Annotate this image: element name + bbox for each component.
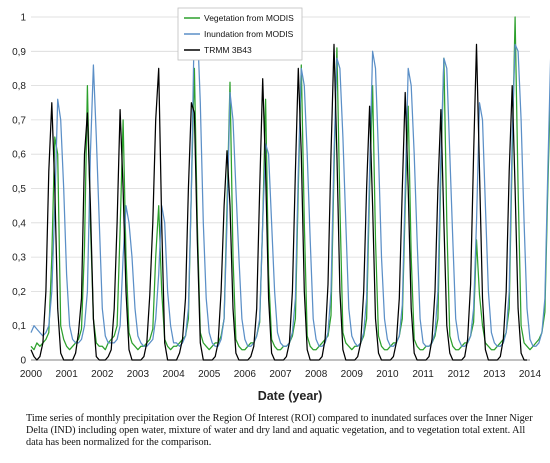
- x-tick-label: 2007: [269, 369, 292, 380]
- x-axis-title: Date (year): [258, 389, 323, 403]
- series-line-vegetation: [30, 16, 550, 351]
- x-tick-label: 2011: [412, 369, 434, 380]
- y-tick-label: 0,3: [12, 253, 26, 264]
- line-chart: 0 0,1 0,2 0,3 0,4 0,5 0,6 0,7 0,8 0,9 1 2000 2001 200…: [12, 7, 550, 403]
- legend: Vegetation from MODIS Inundation from MO…: [177, 7, 303, 61]
- gridlines: [31, 16, 530, 327]
- x-tick-label: 2013: [483, 369, 506, 380]
- x-tick-label: 2004: [162, 369, 185, 380]
- y-tick-label: 0: [20, 356, 26, 367]
- y-tick-label: 0,8: [12, 81, 26, 92]
- legend-label-trmm: TRMM 3B43: [204, 45, 252, 55]
- x-tick-label: 2014: [519, 369, 542, 380]
- x-tick-label: 2005: [198, 369, 221, 380]
- tick-labels: 0 0,1 0,2 0,3 0,4 0,5 0,6 0,7 0,8 0,9 1 2000 2001 200…: [12, 13, 541, 381]
- x-tick-label: 2002: [91, 369, 114, 380]
- x-tick-label: 2006: [234, 369, 257, 380]
- y-tick-label: 0,1: [12, 321, 26, 332]
- x-tick-label: 2008: [305, 369, 328, 380]
- series-line-inundation: [30, 16, 550, 347]
- x-tick-label: 2010: [376, 369, 399, 380]
- y-tick-label: 0,2: [12, 287, 26, 298]
- figure-caption: Time series of monthly precipitation ove…: [26, 413, 533, 448]
- y-tick-label: 0,4: [12, 218, 26, 229]
- x-tick-label: 2012: [448, 369, 471, 380]
- y-tick-label: 0,6: [12, 150, 26, 161]
- y-tick-label: 0,5: [12, 184, 26, 195]
- x-tick-label: 2000: [20, 369, 43, 380]
- y-tick-label: 0,9: [12, 47, 26, 58]
- y-tick-label: 0,7: [12, 115, 26, 126]
- x-tick-label: 2003: [127, 369, 150, 380]
- x-tick-label: 2001: [56, 369, 79, 380]
- legend-label-vegetation: Vegetation from MODIS: [204, 13, 294, 23]
- y-tick-label: 1: [20, 13, 26, 24]
- legend-label-inundation: Inundation from MODIS: [204, 29, 294, 39]
- series-line-trmm: [30, 43, 527, 361]
- x-tick-label: 2009: [341, 369, 364, 380]
- plot-area: [30, 16, 550, 361]
